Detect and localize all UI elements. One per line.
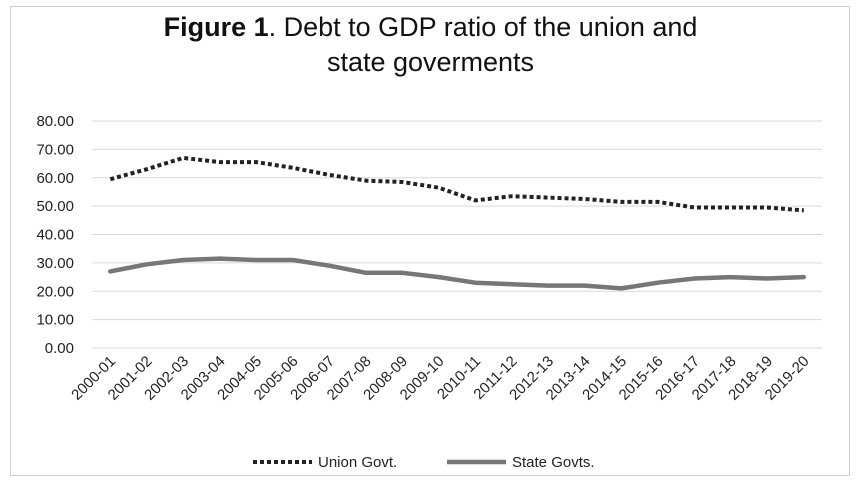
y-tick-label: 10.00 <box>36 312 74 329</box>
y-tick-label: 0.00 <box>45 340 74 357</box>
legend-label: Union Govt. <box>318 454 397 471</box>
y-axis-ticks: 0.00 10.00 20.00 30.00 40.00 50.00 60.00 70.00 8… <box>36 113 74 357</box>
y-tick-label: 50.00 <box>36 198 74 215</box>
gridlines <box>92 120 822 349</box>
y-tick-label: 70.00 <box>36 141 74 158</box>
legend: Union Govt. State Govts. <box>253 454 595 471</box>
chart-title: Figure 1. Debt to GDP ratio of the union… <box>0 10 861 80</box>
series-lines <box>108 155 807 291</box>
title-text-line2: state goverments <box>326 47 535 77</box>
series-line-state-govts <box>108 256 807 291</box>
y-tick-label: 40.00 <box>36 227 74 244</box>
y-tick-label: 60.00 <box>36 170 74 187</box>
title-text-line1: . Debt to GDP ratio of the union and <box>268 12 698 42</box>
legend-label: State Govts. <box>512 454 595 471</box>
y-tick-label: 80.00 <box>36 113 74 130</box>
series-line-union-govt <box>109 155 804 213</box>
title-figure-label: Figure 1 <box>163 12 269 42</box>
x-axis-ticks: 2000-012001-022002-032003-042004-052005-… <box>68 353 812 404</box>
y-tick-label: 30.00 <box>36 255 74 272</box>
y-tick-label: 20.00 <box>36 283 74 300</box>
chart-frame <box>10 6 850 476</box>
